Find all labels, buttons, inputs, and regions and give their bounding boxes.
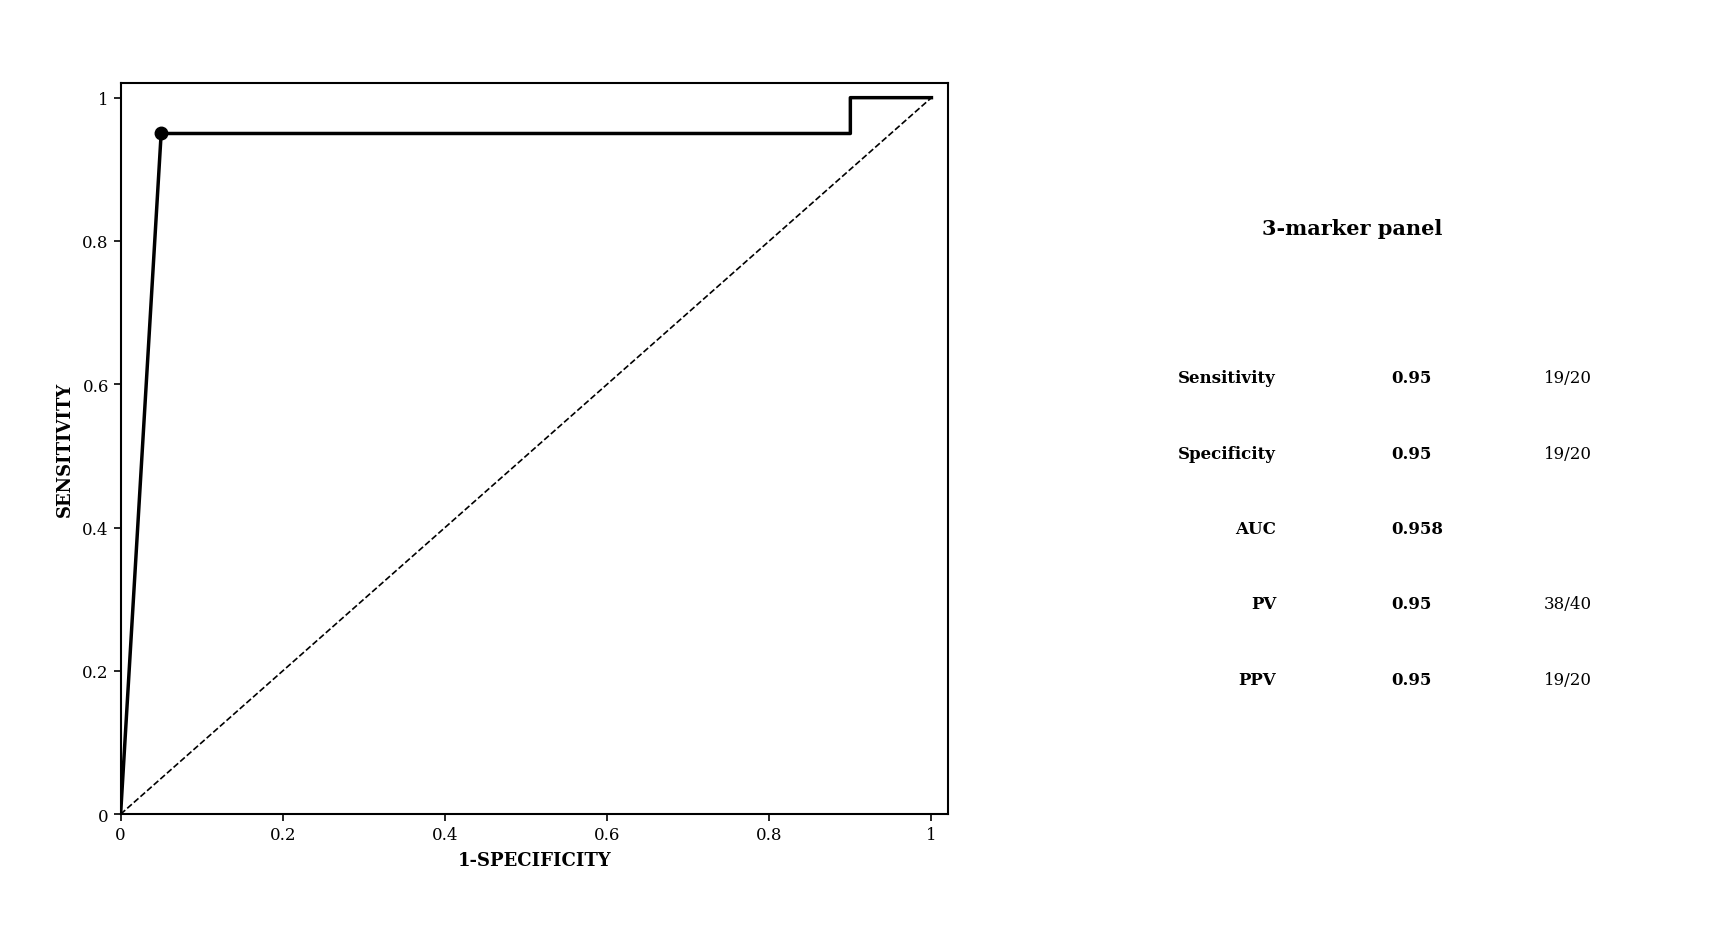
Text: 0.95: 0.95 (1390, 370, 1432, 387)
Text: PV: PV (1251, 596, 1277, 613)
Text: 38/40: 38/40 (1544, 596, 1592, 613)
Text: 19/20: 19/20 (1544, 445, 1592, 462)
Text: Sensitivity: Sensitivity (1179, 370, 1277, 387)
Text: Specificity: Specificity (1179, 445, 1277, 462)
Text: 0.958: 0.958 (1390, 520, 1442, 537)
Text: 3-marker panel: 3-marker panel (1263, 219, 1442, 239)
Text: 19/20: 19/20 (1544, 671, 1592, 688)
X-axis label: 1-SPECIFICITY: 1-SPECIFICITY (457, 852, 612, 870)
Text: AUC: AUC (1235, 520, 1277, 537)
Text: 0.95: 0.95 (1390, 445, 1432, 462)
Text: 0.95: 0.95 (1390, 671, 1432, 688)
Y-axis label: SENSITIVITY: SENSITIVITY (55, 382, 74, 517)
Text: 0.95: 0.95 (1390, 596, 1432, 613)
Text: PPV: PPV (1239, 671, 1277, 688)
Text: 19/20: 19/20 (1544, 370, 1592, 387)
